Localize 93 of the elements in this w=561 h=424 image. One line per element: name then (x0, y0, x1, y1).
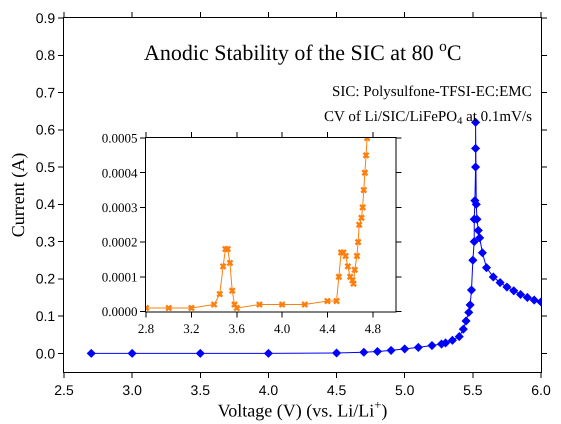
annotation: SIC: Polysulfone-TFSI-EC:EMC (332, 84, 532, 100)
point (264, 348, 273, 358)
point (471, 162, 480, 172)
annotation: CV of Li/SIC/LiFePO$_{4}$ at 0.1mV/s (324, 109, 532, 128)
point (458, 324, 468, 334)
point (86, 348, 96, 358)
y-tick-label: 0.7 (36, 84, 56, 100)
point (324, 298, 331, 304)
point (216, 290, 224, 298)
point (359, 204, 366, 211)
point (475, 233, 484, 242)
point (344, 262, 352, 270)
point (466, 285, 476, 295)
point (522, 292, 532, 302)
point (362, 152, 370, 159)
point (354, 252, 360, 260)
point (386, 346, 396, 355)
point (474, 226, 483, 235)
point (448, 336, 457, 345)
x-tick-label: 3.2 (183, 321, 200, 336)
text: Anodic Stability of the SIC at 80 $^{o}$C (144, 38, 462, 66)
point (361, 169, 368, 176)
point (228, 287, 236, 294)
point (488, 272, 498, 282)
point (502, 282, 512, 292)
point (372, 346, 382, 356)
x-tick-label: 4.8 (364, 321, 381, 336)
y-tick-label: 0.8 (36, 47, 56, 64)
x-tick-label: 5.0 (394, 382, 415, 398)
point (478, 248, 487, 258)
point (301, 301, 308, 308)
point (196, 348, 205, 358)
point (342, 252, 350, 260)
point (468, 256, 478, 265)
x-tick-label: 4.5 (326, 382, 347, 398)
point (530, 296, 539, 305)
y-tick-label: 0.5 (36, 158, 56, 175)
x-tick-label: 2.5 (54, 382, 74, 398)
point (358, 214, 365, 222)
point (256, 301, 263, 308)
x-axis-title: Voltage (V) (vs. Li/Li$^{+}$) (218, 398, 388, 420)
y-tick-label: 0.0001 (102, 269, 138, 284)
point (464, 308, 474, 317)
point (360, 186, 368, 194)
x-tick-label: 3.0 (122, 382, 142, 398)
point (359, 348, 368, 357)
point (414, 342, 423, 352)
point (188, 304, 195, 312)
point (461, 316, 471, 326)
point (516, 290, 526, 300)
x-tick-label: 4.0 (274, 321, 290, 336)
point (333, 298, 340, 304)
y-tick-label: 0.1 (36, 308, 56, 324)
point (226, 259, 234, 266)
point (351, 266, 358, 274)
point (350, 280, 357, 288)
y-tick-label: 0.0000 (102, 304, 138, 320)
point (335, 273, 342, 280)
point (470, 237, 479, 246)
x-tick-label: 3.5 (190, 382, 210, 398)
y-tick-label: 0.0002 (102, 234, 138, 250)
point (356, 221, 363, 228)
y-tick-label: 0.0005 (102, 130, 138, 146)
point (471, 144, 480, 153)
x-tick-label: 2.8 (138, 321, 154, 336)
y-axis-title: Current (A) (8, 152, 28, 238)
point (332, 348, 342, 358)
x-tick-label: 3.6 (228, 321, 246, 336)
y-tick-label: 0.0004 (102, 165, 138, 180)
y-tick-label: 0.6 (36, 122, 56, 138)
point (224, 246, 232, 252)
y-tick-label: 0.0 (36, 345, 56, 362)
x-tick-label: 5.5 (463, 382, 483, 398)
y-tick-label: 0.0003 (102, 200, 138, 215)
point (509, 286, 518, 296)
point (210, 301, 218, 308)
y-tick-label: 0.3 (36, 233, 56, 250)
point (354, 238, 362, 246)
point (496, 278, 505, 288)
point (427, 340, 437, 350)
point (278, 301, 286, 308)
y-tick-label: 0.2 (36, 270, 56, 287)
point (400, 344, 410, 354)
point (454, 332, 464, 342)
point (466, 300, 475, 310)
x-tick-label: 6.0 (531, 382, 551, 398)
y-tick-label: 0.4 (36, 196, 56, 212)
x-tick-label: 4.4 (319, 321, 336, 336)
y-tick-label: 0.9 (36, 10, 56, 26)
point (220, 262, 227, 270)
point (482, 263, 492, 272)
point (128, 348, 137, 358)
x-tick-label: 4.0 (258, 382, 278, 398)
